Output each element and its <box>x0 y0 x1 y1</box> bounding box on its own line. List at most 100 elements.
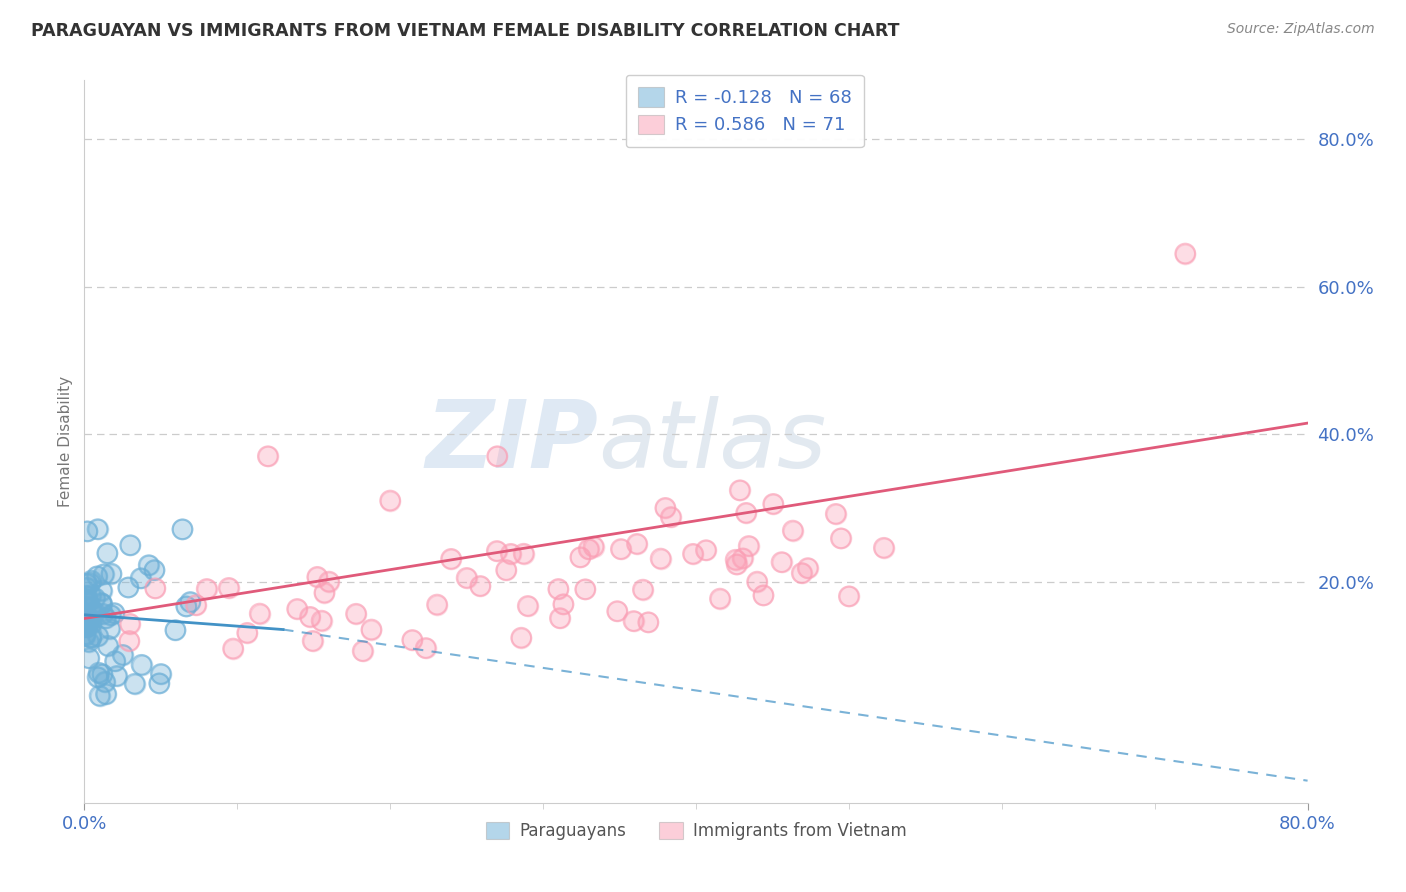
Point <box>75 589 97 603</box>
Point <box>76 614 98 628</box>
Point <box>87 629 110 643</box>
Point <box>174 599 197 614</box>
Point <box>401 633 423 648</box>
Point <box>84 606 107 620</box>
Point <box>311 614 333 628</box>
Point <box>75 629 97 643</box>
Point <box>824 507 846 521</box>
Point <box>105 669 128 683</box>
Point <box>797 561 820 575</box>
Point <box>98 622 121 636</box>
Point <box>623 614 645 628</box>
Point <box>131 657 153 672</box>
Point <box>547 582 569 596</box>
Point <box>838 590 860 604</box>
Point <box>179 595 201 609</box>
Point <box>486 450 509 464</box>
Point <box>650 551 672 566</box>
Point <box>747 574 769 589</box>
Point <box>311 614 333 628</box>
Point <box>94 674 117 689</box>
Point <box>129 571 152 585</box>
Point <box>516 599 538 613</box>
Point <box>626 537 648 551</box>
Point <box>80 617 103 632</box>
Point <box>75 615 97 630</box>
Point <box>637 615 659 630</box>
Point <box>301 634 323 648</box>
Point <box>76 524 98 539</box>
Point <box>104 654 127 668</box>
Point <box>790 566 813 580</box>
Point <box>75 600 97 615</box>
Point <box>91 607 114 621</box>
Point <box>838 590 860 604</box>
Point <box>257 450 280 464</box>
Point <box>82 607 104 621</box>
Point <box>470 579 492 593</box>
Point <box>631 582 654 597</box>
Point <box>120 538 142 552</box>
Point <box>172 522 194 536</box>
Point <box>574 582 596 597</box>
Point <box>143 582 166 596</box>
Point <box>179 595 201 609</box>
Point <box>89 689 111 703</box>
Point <box>76 576 98 591</box>
Point <box>96 546 118 560</box>
Point <box>631 582 654 597</box>
Point <box>76 618 98 632</box>
Point <box>77 616 100 631</box>
Point <box>762 497 785 511</box>
Point <box>86 522 108 536</box>
Point <box>75 620 97 634</box>
Point <box>249 607 271 621</box>
Point <box>650 551 672 566</box>
Point <box>76 581 98 595</box>
Point <box>285 602 308 616</box>
Point <box>426 598 449 612</box>
Point <box>735 506 758 520</box>
Point <box>548 611 571 625</box>
Point <box>79 589 101 603</box>
Point <box>344 607 367 621</box>
Point <box>659 510 682 524</box>
Point <box>485 544 508 558</box>
Point <box>124 677 146 691</box>
Point <box>709 591 731 606</box>
Point <box>654 500 676 515</box>
Point <box>236 625 259 640</box>
Point <box>91 667 114 681</box>
Point <box>97 639 120 653</box>
Point <box>360 623 382 637</box>
Point <box>75 593 97 607</box>
Point <box>143 582 166 596</box>
Point <box>249 607 271 621</box>
Point <box>138 558 160 573</box>
Point <box>548 611 571 625</box>
Point <box>610 542 633 557</box>
Point <box>76 593 98 607</box>
Point <box>143 563 166 577</box>
Point <box>138 558 160 573</box>
Point <box>80 630 103 644</box>
Point <box>623 614 645 628</box>
Point <box>790 566 813 580</box>
Point <box>75 620 97 634</box>
Point <box>770 555 793 569</box>
Point <box>118 616 141 631</box>
Point <box>103 606 125 620</box>
Point <box>90 583 112 598</box>
Point <box>344 607 367 621</box>
Point <box>96 546 118 560</box>
Point <box>752 588 775 602</box>
Point <box>553 597 575 611</box>
Point <box>82 607 104 621</box>
Point <box>654 500 676 515</box>
Point <box>218 581 240 595</box>
Point <box>94 611 117 625</box>
Point <box>174 599 197 614</box>
Point <box>75 629 97 643</box>
Point <box>90 596 112 610</box>
Point <box>80 631 103 645</box>
